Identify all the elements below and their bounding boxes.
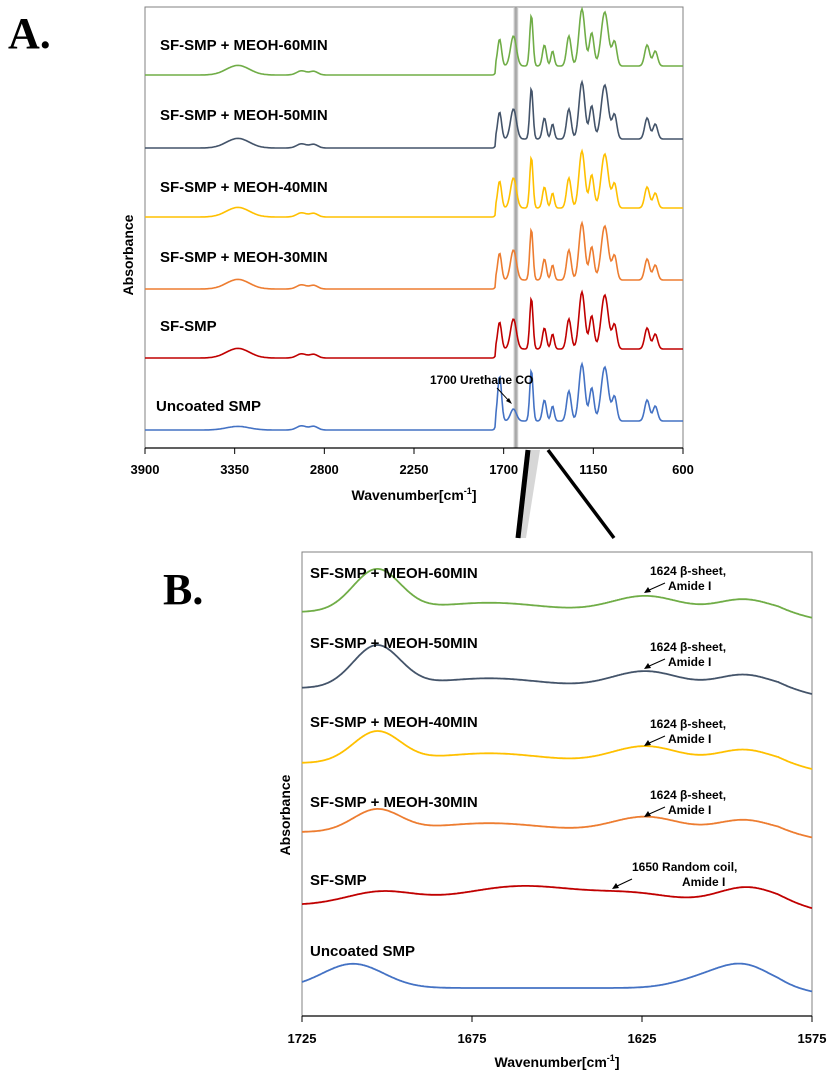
tick-label-a-3900: 3900: [131, 462, 160, 477]
spectrum-a-sf-smp-meoh-40min: [145, 148, 683, 218]
panel-b-spectra: [301, 568, 813, 993]
spectrum-a-sf-smp-meoh-50min: [145, 79, 683, 149]
tick-label-b-1725: 1725: [288, 1031, 317, 1046]
panel-b-letter: B.: [163, 565, 203, 614]
panel-a-series-labels: SF-SMP + MEOH-60MIN SF-SMP + MEOH-50MIN SF…: [156, 37, 328, 415]
spectrum-b-sf-smp-meoh-40min: [301, 730, 813, 770]
tick-label-a-600: 600: [672, 462, 694, 477]
annotation-b-sf-smp: 1650 Random coil,Amide I: [612, 860, 737, 889]
annotation-line-1: 1624 β-sheet,: [650, 564, 726, 578]
panel-a-spectra: [145, 6, 683, 431]
spectrum-b-sf-smp-meoh-50min: [301, 644, 813, 695]
annotation-line-1: 1624 β-sheet,: [650, 640, 726, 654]
annotation-arrow: [646, 658, 666, 668]
panel-a-y-axis-title: Absorbance: [120, 214, 136, 295]
panel-a-annotation: 1700 Urethane CO: [430, 373, 533, 404]
zoom-connector-right: [546, 448, 616, 540]
panel-a-x-ticks: 3900 3350 2800 2250 1700 1150 600: [131, 448, 694, 477]
series-label-a-sf-smp-meoh-60min: SF-SMP + MEOH-60MIN: [160, 37, 328, 54]
series-label-b-sf-smp: SF-SMP: [310, 872, 367, 889]
annotation-arrowhead-urethane: [506, 398, 512, 404]
tick-label-b-1675: 1675: [458, 1031, 487, 1046]
annotation-arrowhead: [612, 883, 619, 889]
annotation-urethane-co: 1700 Urethane CO: [430, 373, 533, 387]
series-label-b-uncoated-smp: Uncoated SMP: [310, 943, 415, 960]
series-label-b-sf-smp-meoh-50min: SF-SMP + MEOH-50MIN: [310, 635, 478, 652]
panel-b-plot-frame: [301, 551, 813, 1017]
series-label-a-sf-smp-meoh-50min: SF-SMP + MEOH-50MIN: [160, 107, 328, 124]
zoom-connectors: [515, 448, 616, 540]
annotation-arrow: [614, 878, 633, 888]
spectrum-a-sf-smp-meoh-60min: [145, 6, 683, 76]
zoom-connector-left: [515, 449, 531, 539]
annotation-arrowhead: [644, 663, 651, 669]
annotation-line-1: 1624 β-sheet,: [650, 788, 726, 802]
panel-b-x-axis-title: Wavenumber[cm-1]: [495, 1053, 620, 1070]
spectrum-b-sf-smp-meoh-60min: [301, 568, 813, 619]
annotation-line-1: 1650 Random coil,: [632, 860, 737, 874]
series-label-b-sf-smp-meoh-30min: SF-SMP + MEOH-30MIN: [310, 794, 478, 811]
tick-label-a-1700: 1700: [489, 462, 518, 477]
spectrum-a-sf-smp-meoh-30min: [145, 220, 683, 290]
annotation-arrowhead: [644, 740, 651, 746]
annotation-arrow: [646, 582, 666, 592]
panel-b-x-ticks: 1725 1675 1625 1575: [288, 1016, 827, 1046]
tick-label-a-2800: 2800: [310, 462, 339, 477]
series-label-a-sf-smp: SF-SMP: [160, 318, 217, 335]
spectrum-a-sf-smp: [145, 289, 683, 359]
annotation-line-2: Amide I: [668, 655, 711, 669]
annotation-b-sf-smp-meoh-40min: 1624 β-sheet,Amide I: [644, 717, 726, 746]
series-label-b-sf-smp-meoh-60min: SF-SMP + MEOH-60MIN: [310, 565, 478, 582]
annotation-line-2: Amide I: [682, 875, 725, 889]
annotation-arrow: [646, 735, 666, 745]
spectrum-a-uncoated-smp: [145, 361, 683, 431]
tick-label-a-2250: 2250: [400, 462, 429, 477]
spectrum-b-uncoated-smp: [301, 962, 813, 993]
annotation-arrowhead: [644, 587, 651, 593]
highlight-band: [513, 7, 519, 448]
spectrum-b-sf-smp: [301, 885, 813, 909]
panel-a-highlight-band: [513, 7, 519, 448]
panel-a: A. SF-SMP + MEOH-60MIN SF-SMP + MEOH-50MI…: [8, 6, 694, 503]
panel-a-x-axis-title: Wavenumber[cm-1]: [352, 486, 477, 503]
panel-a-letter: A.: [8, 9, 51, 58]
panel-b: B. SF-SMP + MEOH-60MIN SF-SMP + MEOH-50MI…: [163, 551, 827, 1070]
panel-a-plot-frame: [144, 6, 684, 449]
annotation-line-2: Amide I: [668, 732, 711, 746]
annotation-b-sf-smp-meoh-60min: 1624 β-sheet,Amide I: [644, 564, 726, 593]
series-label-a-sf-smp-meoh-30min: SF-SMP + MEOH-30MIN: [160, 249, 328, 266]
series-label-a-uncoated-smp: Uncoated SMP: [156, 398, 261, 415]
annotation-b-sf-smp-meoh-30min: 1624 β-sheet,Amide I: [644, 788, 726, 817]
series-label-a-sf-smp-meoh-40min: SF-SMP + MEOH-40MIN: [160, 179, 328, 196]
annotation-line-2: Amide I: [668, 803, 711, 817]
tick-label-a-3350: 3350: [220, 462, 249, 477]
tick-label-b-1575: 1575: [798, 1031, 827, 1046]
series-label-b-sf-smp-meoh-40min: SF-SMP + MEOH-40MIN: [310, 714, 478, 731]
annotation-b-sf-smp-meoh-50min: 1624 β-sheet,Amide I: [644, 640, 726, 669]
spectrum-b-sf-smp-meoh-30min: [302, 808, 813, 839]
annotation-line-2: Amide I: [668, 579, 711, 593]
panel-b-y-axis-title: Absorbance: [277, 774, 293, 855]
tick-label-b-1625: 1625: [628, 1031, 657, 1046]
panel-b-series-labels: SF-SMP + MEOH-60MIN SF-SMP + MEOH-50MIN SF…: [310, 565, 478, 960]
annotation-arrowhead: [644, 811, 651, 817]
annotation-line-1: 1624 β-sheet,: [650, 717, 726, 731]
tick-label-a-1150: 1150: [579, 462, 607, 477]
annotation-arrow: [646, 806, 666, 816]
